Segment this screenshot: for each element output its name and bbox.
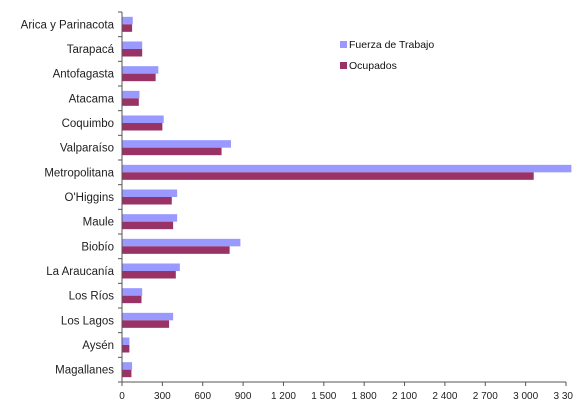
category-label: La Araucanía [46,266,114,278]
bar-fuerza-de-trabajo-0 [122,16,133,25]
bar-fuerza-de-trabajo-14 [122,362,133,370]
bar-ocupados-11 [122,295,142,304]
legend-label-fuerza-de-trabajo: Fuerza de Trabajo [349,39,434,51]
x-tick-label: 1 500 [311,391,336,402]
bar-fuerza-de-trabajo-9 [122,238,241,247]
bar-fuerza-de-trabajo-11 [122,288,143,296]
category-label: Tarapacá [67,44,115,56]
category-label: Los Ríos [69,291,115,303]
category-label: Arica y Parinacota [21,19,115,31]
x-tick-label: 3 300 [553,391,573,402]
bar-fuerza-de-trabajo-12 [122,312,174,321]
bar-ocupados-4 [122,123,163,131]
x-tick-label: 600 [194,391,211,402]
legend-swatch-fuerza-de-trabajo [340,41,347,48]
legend-swatch-ocupados [340,62,347,69]
x-tick-label: 2 100 [392,391,417,402]
category-label: O'Higgins [65,192,115,204]
bar-fuerza-de-trabajo-5 [122,140,231,148]
bar-ocupados-5 [122,147,222,156]
category-label: Antofagasta [53,69,115,81]
bar-ocupados-1 [122,49,143,57]
bar-fuerza-de-trabajo-13 [122,337,130,345]
category-label: Maule [83,217,114,229]
category-label: Valparaíso [60,143,114,155]
bar-ocupados-3 [122,98,139,106]
bar-fuerza-de-trabajo-2 [122,66,159,74]
bar-ocupados-14 [122,369,132,378]
bar-fuerza-de-trabajo-10 [122,263,180,271]
bar-fuerza-de-trabajo-4 [122,115,164,123]
bar-ocupados-7 [122,197,172,205]
category-label: Aysén [82,340,114,352]
x-tick-label: 2 400 [432,391,457,402]
bar-ocupados-13 [122,345,130,353]
bar-ocupados-2 [122,73,156,82]
x-tick-label: 0 [119,391,125,402]
bar-ocupados-12 [122,320,170,328]
category-label: Los Lagos [61,315,114,327]
category-label: Magallanes [55,365,114,377]
bar-ocupados-8 [122,221,174,230]
x-tick-label: 300 [154,391,171,402]
bar-fuerza-de-trabajo-3 [122,90,140,99]
legend-label-ocupados: Ocupados [349,60,397,72]
x-tick-label: 1 200 [271,391,296,402]
bar-ocupados-10 [122,271,176,279]
x-tick-label: 3 000 [513,391,538,402]
category-label: Coquimbo [62,118,114,130]
x-tick-label: 1 800 [352,391,377,402]
category-label: Biobío [81,241,114,253]
bar-ocupados-0 [122,24,133,32]
x-tick-label: 900 [235,391,252,402]
x-tick-label: 2 700 [473,391,498,402]
bar-ocupados-6 [122,172,534,180]
category-label: Metropolitana [44,167,114,179]
bar-fuerza-de-trabajo-8 [122,214,178,222]
bar-fuerza-de-trabajo-1 [122,41,143,49]
category-label: Atacama [69,93,115,105]
bar-fuerza-de-trabajo-7 [122,189,178,197]
bar-fuerza-de-trabajo-6 [122,164,572,173]
bar-ocupados-9 [122,246,230,254]
